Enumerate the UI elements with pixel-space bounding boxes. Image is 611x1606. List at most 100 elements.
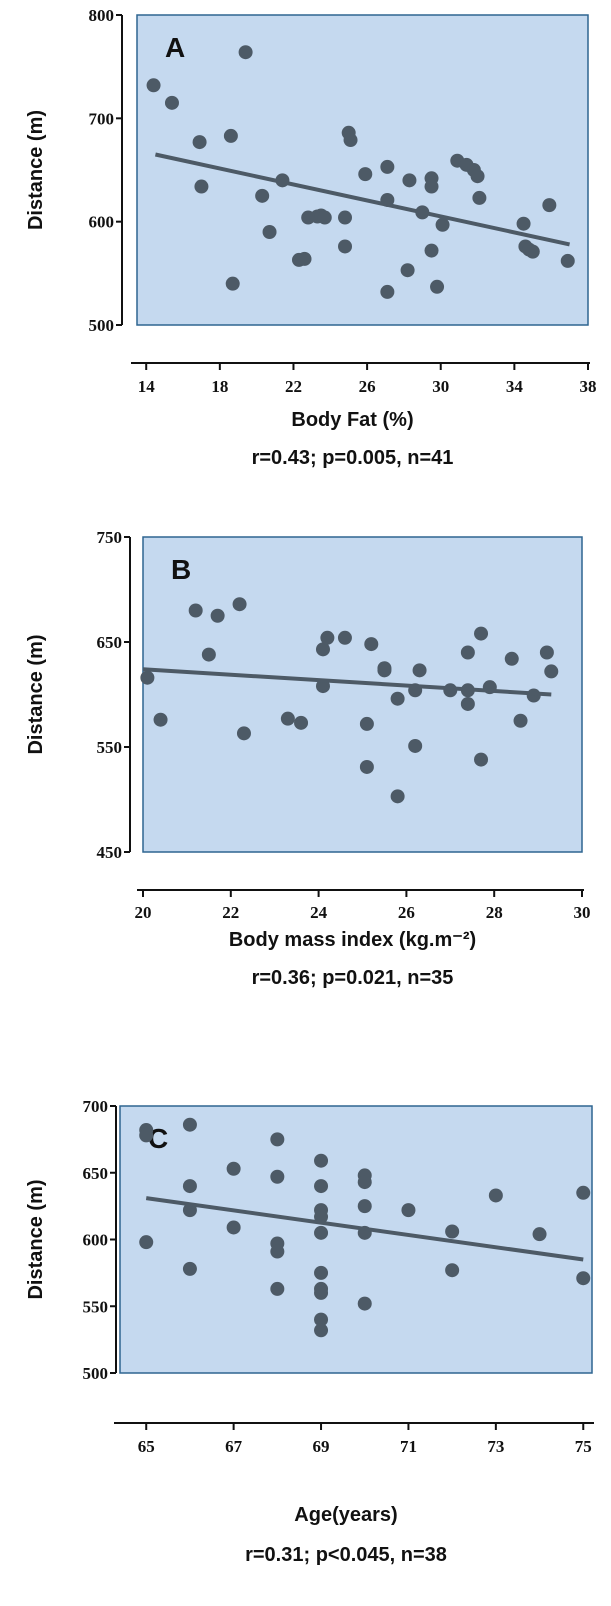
y-tick-label: 650 [83,1164,109,1183]
x-tick-label: 30 [432,377,449,396]
data-point [262,225,277,239]
data-point [270,1169,285,1184]
data-point [525,244,540,259]
data-point [343,133,358,148]
data-point [488,1188,503,1203]
data-point [314,1285,329,1300]
data-point [238,45,253,60]
data-point [314,1312,329,1327]
data-point [280,711,295,726]
x-tick-label: 30 [574,903,591,922]
data-point [380,284,395,299]
data-point [232,597,247,612]
x-tick-label: 20 [135,903,152,922]
y-tick-label: 500 [83,1364,109,1383]
x-tick-label: 14 [138,377,156,396]
data-point [445,1224,460,1239]
data-point [357,1175,372,1190]
y-tick-label: 650 [97,633,123,652]
trend-line [142,667,552,697]
data-point [364,637,379,652]
data-point [140,670,155,685]
x-axis-label: Body mass index (kg.m⁻²) [229,929,476,951]
data-point [314,1179,329,1194]
data-point [317,210,332,225]
data-point [225,276,240,291]
x-tick-label: 22 [222,903,239,922]
x-tick-label: 73 [487,1437,504,1456]
stats-text: r=0.36; p=0.021, n=35 [252,967,454,989]
data-point [390,691,405,706]
y-tick-label: 450 [97,843,123,862]
data-point [320,630,335,645]
data-point [270,1132,285,1147]
y-axis-label: Distance (m) [25,1179,47,1299]
x-tick-label: 38 [580,377,597,396]
plot-area [119,1105,593,1374]
data-point [544,664,559,679]
data-point [188,603,203,618]
y-tick-label: 800 [89,6,115,25]
data-point [472,190,487,205]
panel-label: A [165,32,185,63]
y-tick-label: 700 [89,109,115,128]
data-point [445,1263,460,1278]
data-point [314,1323,329,1338]
data-point [270,1281,285,1296]
data-point [153,712,168,727]
data-point [357,1199,372,1214]
data-point [359,716,374,731]
data-point [377,663,392,678]
y-axis-label: Distance (m) [25,110,47,230]
data-point [408,738,423,753]
data-point [435,217,450,232]
y-tick-label: 550 [83,1297,109,1316]
data-point [194,179,209,194]
x-tick-label: 22 [285,377,302,396]
data-point [560,253,575,268]
data-point [210,608,225,623]
data-point [401,1203,416,1218]
data-point [337,630,352,645]
data-point [400,263,415,278]
x-tick-label: 65 [138,1437,155,1456]
data-point [576,1271,591,1286]
y-tick-label: 550 [97,738,123,757]
panel-label: B [171,554,191,585]
x-axis-label: Age(years) [294,1504,397,1526]
data-point [380,159,395,174]
data-point [192,135,207,150]
data-point [294,715,309,730]
data-point [315,642,330,657]
data-point [504,651,519,666]
data-point [412,663,427,678]
data-point [532,1227,547,1242]
x-tick-label: 34 [506,377,524,396]
data-point [226,1220,241,1235]
plot-area [142,536,583,853]
data-point [576,1185,591,1200]
data-point [357,1296,372,1311]
data-point [460,696,475,711]
data-point [474,626,489,641]
x-axis-label: Body Fat (%) [291,409,413,431]
x-tick-label: 71 [400,1437,417,1456]
data-point [223,128,238,143]
data-point [314,1225,329,1240]
x-tick-label: 28 [486,903,503,922]
y-axis-label: Distance (m) [25,634,47,754]
data-point [390,789,405,804]
data-point [270,1244,285,1259]
data-point [338,239,353,254]
x-tick-label: 24 [310,903,328,922]
data-point [474,752,489,767]
trend-line [145,1196,584,1262]
data-point [359,759,374,774]
data-point [182,1179,197,1194]
data-point [201,647,216,662]
data-point [164,95,179,110]
data-point [139,1128,154,1143]
data-point [146,78,161,93]
data-point [338,210,353,225]
